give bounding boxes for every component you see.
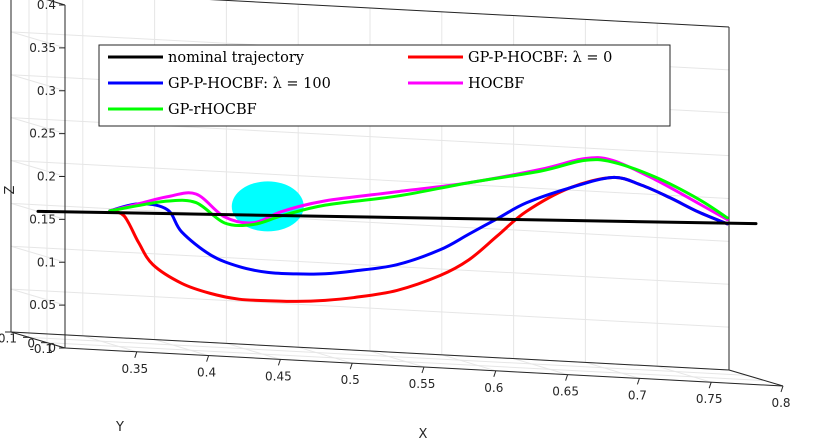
grid-line [10, 160, 730, 199]
x-tick-label: 0.4 [197, 366, 216, 380]
grid-line [585, 361, 640, 379]
x-tick-mark [206, 355, 210, 362]
z-tick-label: 0.15 [29, 212, 56, 226]
y-axis-label: Y [115, 420, 124, 435]
box-edge [209, 0, 730, 28]
z-tick-label: 0.2 [37, 170, 56, 184]
grid-line [441, 354, 496, 372]
z-tick-label: 0 [48, 341, 56, 355]
z-axis-label: Z [3, 185, 18, 194]
grid-line [10, 288, 66, 306]
legend-label: GP-P-HOCBF: λ = 100 [168, 76, 331, 92]
x-tick-label: 0.55 [409, 377, 436, 391]
z-tick-label: 0.3 [37, 84, 56, 98]
grid-line [10, 31, 66, 49]
grid-line [82, 335, 137, 353]
series-line-nominal-trajectory [36, 209, 758, 226]
legend: nominal trajectory GP-P-HOCBF: λ = 0 GP-P-… [98, 44, 671, 127]
grid-line [28, 336, 748, 376]
grid-line [298, 346, 353, 364]
grid-line [10, 245, 66, 263]
y-tick-label: -0.1 [30, 342, 53, 356]
grid-line [657, 365, 712, 383]
x-tick-mark [780, 385, 784, 393]
series-line-gp-rhocbf [108, 158, 729, 228]
x-tick-mark [421, 366, 425, 374]
grid-line [154, 339, 209, 357]
ticks-layer: 0.35 0.4 0.45 0.5 0.55 0.6 0.65 0.7 0.75 0.8-0.10… [0, 0, 791, 410]
x-tick-mark [277, 359, 281, 366]
y-axis-line [10, 331, 66, 349]
y-tick-label: 0.1 [0, 331, 17, 345]
z-tick-label: 0.05 [29, 298, 56, 312]
grid-line [10, 74, 66, 92]
box-edge [46, 0, 66, 6]
x-tick-label: 0.35 [121, 362, 148, 376]
grid-line [10, 202, 730, 242]
box-edge [728, 369, 784, 387]
x-tick-label: 0.75 [696, 392, 723, 406]
z-tick-label: 0.35 [29, 41, 56, 55]
grid-line [10, 117, 66, 135]
legend-label: GP-rHOCBF [168, 102, 257, 118]
legend-box [98, 44, 671, 127]
series-layer [36, 156, 758, 303]
series-line-gp-p-hocbf-100 [108, 175, 729, 276]
box-edge [10, 331, 730, 371]
x-tick-mark [134, 351, 138, 358]
obstacle-ellipse [231, 181, 304, 232]
x-tick-mark [565, 374, 569, 381]
series-line-gp-p-hocbf-0 [108, 175, 729, 303]
x-tick-mark [493, 370, 497, 377]
obstacle-layer [231, 181, 304, 232]
legend-label: GP-P-HOCBF: λ = 0 [468, 50, 612, 66]
grid-line [10, 288, 730, 328]
x-tick-label: 0.45 [265, 369, 292, 383]
x-tick-label: 0.7 [628, 388, 647, 402]
x-tick-mark [349, 363, 353, 370]
x-tick-label: 0.65 [552, 385, 579, 399]
z-tick-label: 0.1 [37, 255, 56, 269]
x-tick-label: 0.6 [484, 381, 503, 395]
x-tick-label: 0.8 [771, 396, 790, 410]
x-tick-label: 0.5 [341, 373, 360, 387]
x-tick-mark [708, 382, 712, 389]
grid-line [369, 350, 425, 368]
y-tick-label: 0 [27, 337, 35, 351]
grid-line [46, 342, 766, 382]
grid-line [226, 342, 281, 360]
grid-line [10, 245, 730, 285]
grid-line [513, 358, 568, 376]
legend-label: HOCBF [468, 76, 524, 92]
x-axis-label: X [419, 427, 428, 442]
z-tick-label: 0.25 [29, 127, 56, 141]
x-tick-mark [636, 378, 640, 385]
grid-line [10, 160, 66, 177]
z-tick-label: 0.4 [37, 0, 56, 12]
legend-label: nominal trajectory [168, 50, 305, 66]
